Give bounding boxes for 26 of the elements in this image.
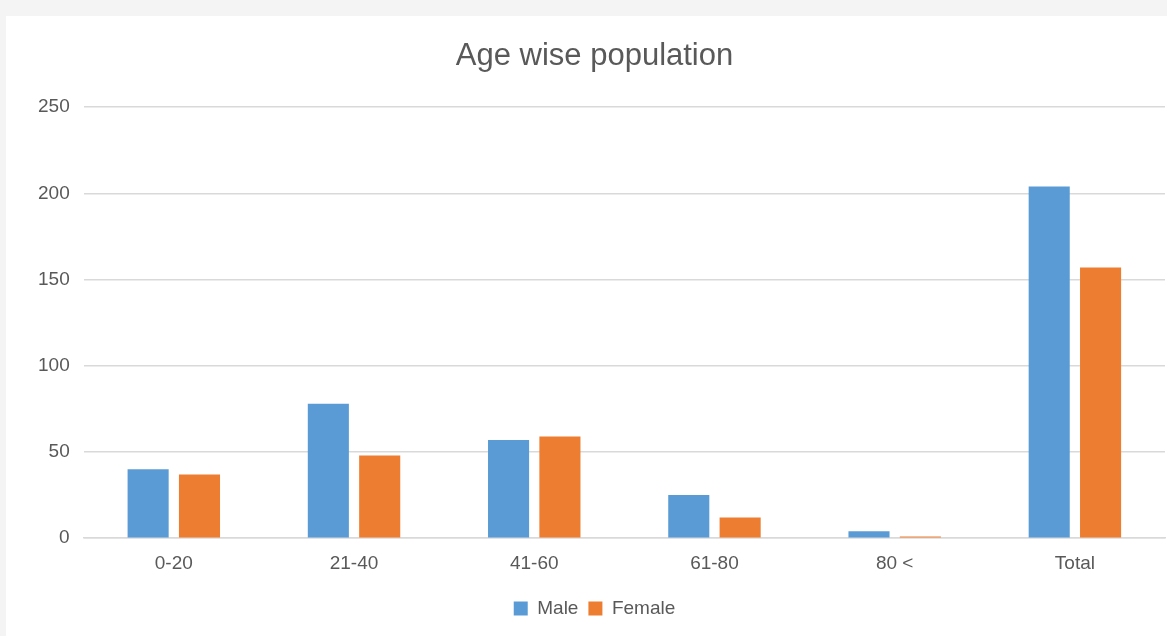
bar (359, 455, 401, 538)
x-tick-label: Total (1054, 551, 1095, 573)
y-tick-label: 150 (38, 267, 70, 289)
x-tick-label: 80 < (875, 551, 914, 573)
legend-label: Male (537, 596, 579, 618)
chart-title: Age wise population (455, 37, 734, 73)
x-tick-label: 41-60 (509, 551, 559, 573)
bar (719, 517, 761, 538)
bar (539, 436, 581, 538)
bar (1028, 186, 1070, 538)
bar (1080, 267, 1122, 538)
y-tick-label: 200 (38, 181, 70, 203)
y-tick-label: 250 (38, 95, 70, 117)
x-tick-label: 61-80 (690, 551, 739, 573)
y-tick-label: 0 (59, 526, 70, 548)
bar (668, 495, 710, 538)
x-tick-label: 21-40 (329, 551, 379, 573)
x-tick-label: 0-20 (154, 551, 193, 573)
bar (178, 474, 221, 538)
y-tick-label: 50 (48, 440, 70, 462)
bar (848, 531, 890, 538)
bar (307, 403, 349, 538)
bar (127, 469, 169, 538)
bar (488, 439, 530, 538)
legend-label: Female (611, 596, 676, 618)
y-tick-label: 100 (38, 354, 70, 376)
